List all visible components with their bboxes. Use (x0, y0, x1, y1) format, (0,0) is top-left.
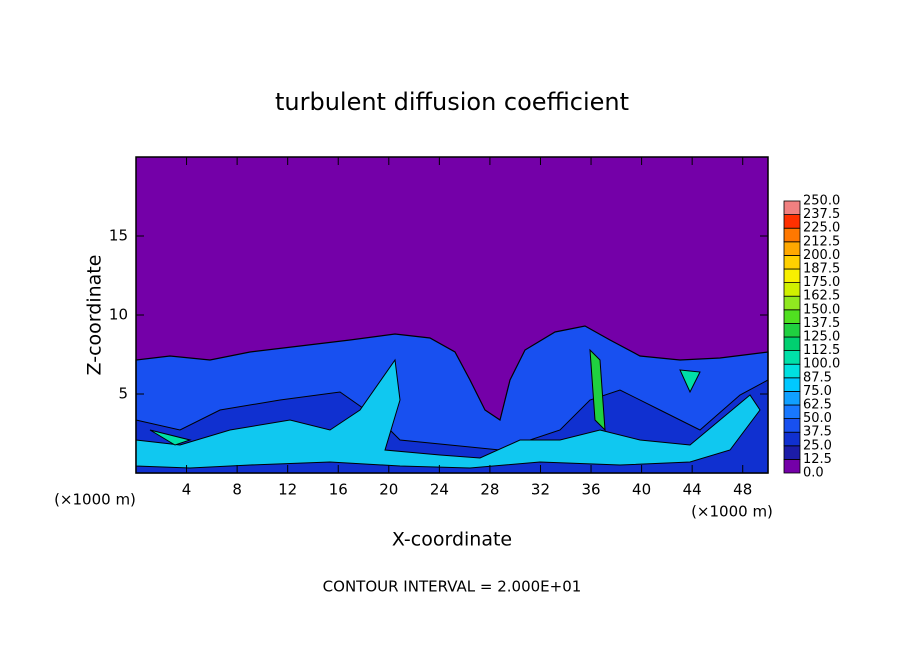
colorbar-label: 50.0 (803, 411, 832, 426)
x-tick-label: 12 (278, 481, 297, 499)
colorbar-swatch (783, 254, 801, 270)
x-tick-label: 40 (632, 481, 651, 499)
colorbar-label: 12.5 (803, 452, 832, 467)
colorbar-label: 37.5 (803, 425, 832, 440)
colorbar-label: 200.0 (803, 248, 840, 263)
colorbar-swatch (783, 418, 801, 433)
colorbar-label: 150.0 (803, 302, 840, 317)
colorbar-label: 162.5 (803, 289, 840, 304)
x-axis-label: X-coordinate (392, 529, 512, 551)
x-tick-label: 28 (480, 481, 499, 499)
x-tick-label: 44 (683, 481, 702, 499)
colorbar-label: 75.0 (803, 384, 832, 399)
x-tick-label: 24 (430, 481, 449, 499)
colorbar-swatch (783, 390, 801, 406)
colorbar-label: 175.0 (803, 275, 840, 290)
colorbar-swatch (783, 200, 801, 216)
colorbar-label: 62.5 (803, 398, 832, 413)
colorbar-label: 0.0 (803, 466, 824, 481)
field-region (589, 348, 606, 432)
x-unit: (×1000 m) (54, 491, 136, 509)
colorbar-label: 87.5 (803, 370, 832, 385)
colorbar-swatch (783, 458, 801, 474)
field-region (149, 369, 701, 446)
colorbar-swatch (783, 295, 801, 311)
colorbar-label: 25.0 (803, 438, 832, 453)
colorbar-label: 212.5 (803, 234, 840, 249)
field (135, 157, 769, 474)
x-unit: (×1000 m) (691, 503, 773, 521)
x-tick-label: 36 (581, 481, 600, 499)
x-tick-label: 48 (733, 481, 752, 499)
colorbar-label: 187.5 (803, 262, 840, 277)
chart-title: turbulent diffusion coefficient (275, 88, 629, 116)
contour-note: CONTOUR INTERVAL = 2.000E+01 (323, 578, 582, 596)
colorbar-swatch (783, 377, 801, 392)
y-tick-label: 5 (118, 385, 128, 403)
y-tick-label: 10 (109, 306, 128, 324)
colorbar-swatch (783, 350, 801, 365)
y-tick-label: 15 (109, 227, 128, 245)
colorbar-label: 100.0 (803, 357, 840, 372)
colorbar-swatch (783, 445, 801, 460)
x-tick-label: 4 (182, 481, 192, 499)
colorbar-label: 225.0 (803, 221, 840, 236)
x-tick-label: 8 (232, 481, 242, 499)
colorbar-swatch (783, 309, 801, 324)
colorbar-swatch (783, 336, 801, 352)
colorbar-label: 250.0 (803, 194, 840, 209)
colorbar-swatch (783, 404, 801, 420)
x-tick-label: 16 (329, 481, 348, 499)
colorbar-swatch (783, 363, 801, 379)
colorbar-swatch (783, 431, 801, 447)
colorbar-label: 237.5 (803, 207, 840, 222)
colorbar-swatch (783, 268, 801, 284)
colorbar-label: 112.5 (803, 343, 840, 358)
x-tick-label: 32 (531, 481, 550, 499)
colorbar-swatch (783, 214, 801, 229)
x-tick-label: 20 (379, 481, 398, 499)
colorbar-label: 125.0 (803, 330, 840, 345)
colorbar-swatch (783, 241, 801, 256)
colorbar-swatch (783, 322, 801, 338)
colorbar-label: 137.5 (803, 316, 840, 331)
y-axis-label: Z-coordinate (84, 255, 106, 376)
colorbar-swatch (783, 227, 801, 243)
colorbar-swatch (783, 282, 801, 297)
